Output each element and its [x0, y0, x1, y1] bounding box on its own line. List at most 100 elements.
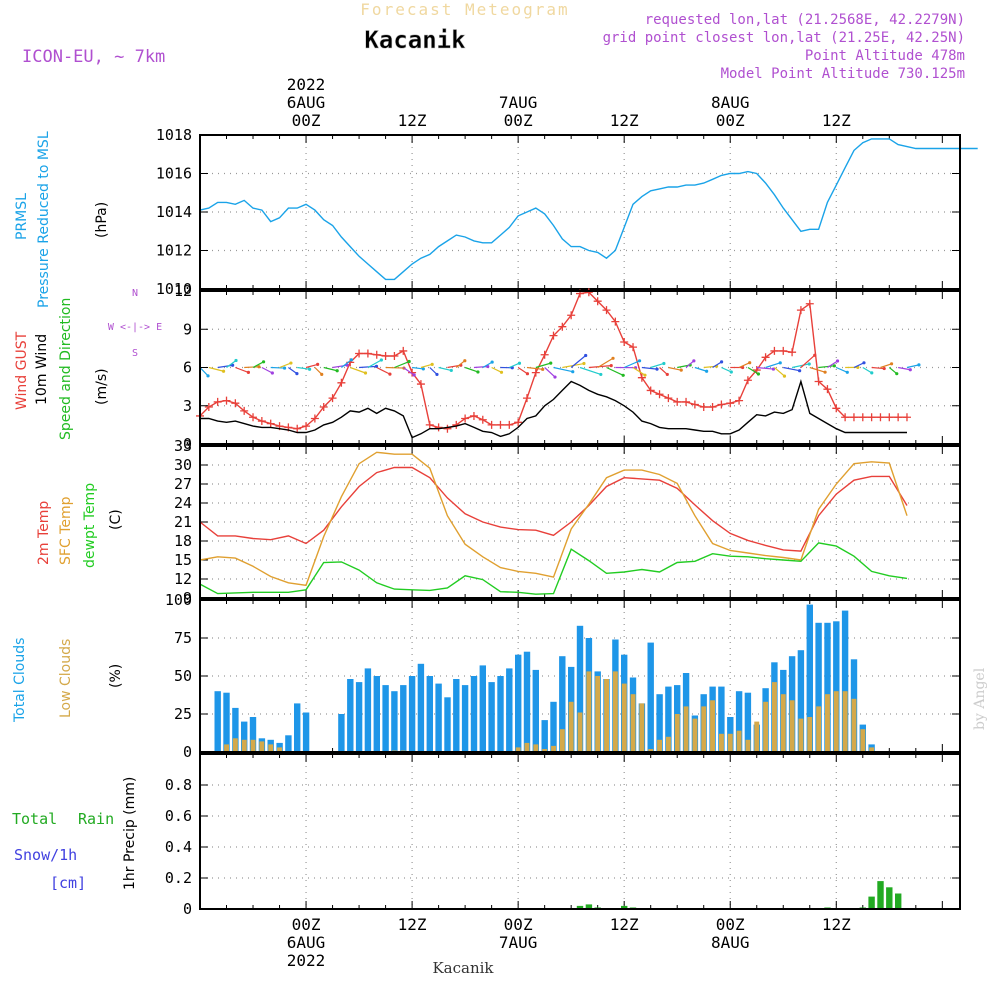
- wind-direction-arrow: [323, 366, 338, 372]
- panel-pressure: 1010 1012 1014 1016 1018: [156, 126, 978, 298]
- precip-bar-total-rain: [585, 904, 593, 909]
- wind-arrowhead: [611, 356, 615, 360]
- wind-arrowhead: [412, 373, 416, 377]
- wind-arrowhead: [246, 370, 251, 374]
- wind-arrowhead: [549, 361, 553, 365]
- gust-marker: [355, 349, 364, 358]
- gust-marker: [629, 343, 638, 352]
- gust-marker: [549, 331, 558, 340]
- precip-bar-total-rain: [868, 896, 875, 909]
- clouds-bar-total-clouds: [444, 697, 451, 752]
- wind-arrowhead: [823, 370, 827, 374]
- wind-arrowhead: [388, 372, 392, 376]
- gust-marker: [761, 353, 770, 362]
- gust-marker: [337, 378, 346, 387]
- clouds-bar-low-clouds: [648, 749, 654, 752]
- compass-s: S: [132, 348, 138, 359]
- wind-arrowhead: [231, 363, 235, 367]
- suptitle: Forecast Meteogram: [360, 0, 569, 19]
- clouds-ytick-label: 75: [174, 629, 192, 647]
- cloud-unit: (%): [108, 664, 124, 688]
- temp-unit: (C): [108, 509, 124, 530]
- bottom-time-label: 12Z: [398, 915, 427, 934]
- wind-ytick-label: 6: [183, 359, 192, 377]
- wind-direction-arrow: [376, 366, 391, 375]
- clouds-bar-low-clouds: [807, 717, 813, 752]
- wind-direction-arrow: [535, 362, 551, 369]
- wind-direction-arrow: [341, 359, 352, 368]
- wind-direction-arrow: [871, 366, 885, 370]
- wind-direction-arrow: [226, 359, 237, 368]
- wind-arrowhead: [679, 368, 683, 372]
- precip-bar-total-rain: [877, 881, 884, 909]
- wind-arrowhead: [748, 361, 752, 365]
- wind-arrowhead: [270, 371, 274, 375]
- gust-marker: [231, 399, 240, 408]
- wind-arrowhead: [662, 361, 666, 366]
- wind-direction-arrow: [464, 366, 479, 373]
- wind-direction-arrow: [659, 367, 668, 375]
- wind-arrowhead: [862, 361, 866, 365]
- clouds-ytick-label: 0: [183, 743, 192, 761]
- wind-direction-arrow: [367, 359, 382, 369]
- wind-direction-arrow: [853, 362, 865, 369]
- clouds-bar-low-clouds: [763, 701, 769, 752]
- wind-arrowhead: [349, 358, 354, 362]
- clouds-bar-low-clouds: [727, 733, 733, 752]
- gust-marker: [717, 400, 726, 409]
- pressure-ylabel-2: Pressure Reduced to MSL: [36, 131, 52, 308]
- wind-direction-arrow: [314, 367, 323, 375]
- legend-cm: [cm]: [50, 874, 86, 892]
- bottom-time-label: 00Z: [292, 915, 321, 934]
- clouds-bar-low-clouds: [232, 738, 238, 752]
- top-time-label: 12Z: [398, 111, 427, 130]
- bottom-time-label: 12Z: [822, 915, 851, 934]
- clouds-bar-total-clouds: [391, 691, 398, 752]
- clouds-bar-total-clouds: [559, 656, 566, 752]
- gust-marker: [611, 317, 620, 326]
- clouds-bar-low-clouds: [268, 744, 274, 752]
- wind-arrowhead: [782, 374, 787, 378]
- pressure-frame: [199, 134, 961, 290]
- gust-marker: [496, 420, 505, 429]
- clouds-bar-low-clouds: [524, 742, 530, 752]
- top-time-label: 7AUG: [499, 93, 538, 112]
- panel-wind: 0 3 6 9 12: [174, 282, 961, 453]
- clouds-bar-low-clouds: [250, 739, 256, 752]
- wind-arrowhead: [882, 366, 886, 371]
- wind-arrowhead: [335, 369, 339, 373]
- clouds-bar-total-clouds: [523, 651, 531, 752]
- temp-ytick-label: 27: [174, 475, 192, 493]
- clouds-bar-total-clouds: [488, 682, 495, 752]
- wind-direction-arrow: [818, 365, 835, 369]
- wind-arrowhead: [807, 362, 811, 366]
- wind-arrowhead: [729, 370, 733, 374]
- wind-direction-arrow: [473, 365, 488, 369]
- temp-ytick-label: 21: [174, 513, 192, 531]
- gust-marker: [540, 350, 549, 359]
- point-altitude: Point Altitude 478m: [805, 48, 965, 64]
- pressure-ylabel-1: PRMSL: [14, 193, 30, 240]
- wind-direction-arrow: [862, 366, 873, 374]
- wind-direction-arrow: [526, 366, 543, 370]
- top-time-label: 00Z: [716, 111, 745, 130]
- wind-arrowhead: [835, 359, 840, 363]
- clouds-bar-low-clouds: [754, 721, 760, 752]
- gust-marker: [319, 403, 328, 412]
- pressure-unit: (hPa): [94, 202, 110, 238]
- wind-direction-arrow: [217, 364, 233, 369]
- wind-ytick-label: 3: [183, 397, 192, 415]
- clouds-bar-low-clouds: [816, 706, 822, 752]
- clouds-bar-total-clouds: [550, 701, 557, 752]
- gust-marker: [399, 346, 408, 355]
- gust-marker: [469, 411, 478, 420]
- clouds-bar-total-clouds: [824, 622, 831, 752]
- wind-direction-arrow: [898, 366, 911, 371]
- wind-arrowhead: [778, 361, 782, 365]
- gust-marker: [690, 400, 699, 409]
- wind-direction-arrow: [235, 366, 249, 373]
- wind-arrowhead: [798, 369, 802, 373]
- temp-ytick-label: 18: [174, 532, 192, 550]
- gust-marker: [849, 413, 858, 422]
